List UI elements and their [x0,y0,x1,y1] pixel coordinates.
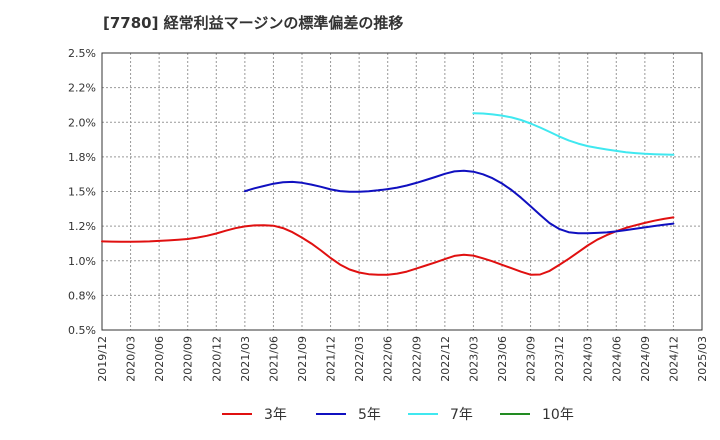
x-tick-label: 2019/12 [96,336,109,382]
x-tick-label: 2024/03 [582,336,595,382]
grid [102,53,702,330]
x-tick-label: 2023/09 [525,336,538,382]
y-tick-label: 2.5% [68,47,96,60]
chart-title: [7780] 経常利益マージンの標準偏差の推移 [103,14,404,32]
legend-label-7年: 7年 [450,407,473,423]
x-tick-label: 2022/03 [353,336,366,382]
x-tick-label: 2025/03 [696,336,709,382]
y-tick-label: 0.5% [68,324,96,337]
y-tick-label: 1.0% [68,255,96,268]
x-tick-label: 2021/12 [325,336,338,382]
x-tick-label: 2021/06 [267,336,280,382]
legend-label-5年: 5年 [358,407,381,423]
y-tick-label: 1.5% [68,186,96,199]
x-tick-label: 2020/12 [210,336,223,382]
x-tick-label: 2024/12 [667,336,680,382]
x-tick-label: 2023/12 [553,336,566,382]
series-line-7年 [472,112,675,156]
y-tick-label: 0.8% [68,289,96,302]
x-tick-label: 2020/03 [125,336,138,382]
x-tick-label: 2023/03 [467,336,480,382]
y-tick-label: 1.2% [68,220,96,233]
x-tick-label: 2021/03 [239,336,252,382]
y-tick-label: 1.8% [68,151,96,164]
y-tick-label: 2.2% [68,82,96,95]
series [101,112,675,276]
x-tick-label: 2024/09 [639,336,652,382]
plot-frame [101,52,703,331]
x-tick-label: 2023/06 [496,336,509,382]
series-line-3年 [101,216,675,276]
x-tick-label: 2024/06 [610,336,623,382]
legend: 3年 5年 7年 10年 [222,407,574,423]
legend-label-3年: 3年 [264,407,287,423]
x-tick-label: 2020/09 [182,336,195,382]
x-tick-label: 2022/06 [382,336,395,382]
axes: 0.5% 0.8% 1.0% 1.2% 1.5% 1.8% 2.0% 2.2% 2.5% 2019… [68,47,709,382]
series-line-5年 [243,169,675,235]
legend-label-10年: 10年 [542,407,574,423]
x-tick-label: 2022/09 [410,336,423,382]
x-tick-label: 2020/06 [153,336,166,382]
x-tick-label: 2021/09 [296,336,309,382]
x-tick-label: 2022/12 [439,336,452,382]
y-tick-label: 2.0% [68,116,96,129]
